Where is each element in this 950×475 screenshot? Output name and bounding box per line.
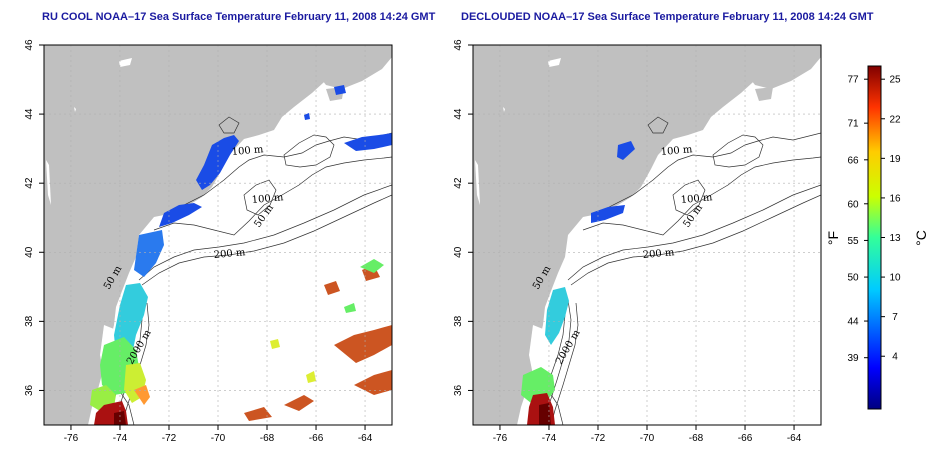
contour-label: 100 m [251,192,284,206]
fahrenheit-tick-label: 50 [847,273,859,284]
celsius-tick-label: 13 [889,233,901,244]
lon-tick-label: -66 [309,433,324,444]
lon-tick-label: -66 [738,433,753,444]
lon-tick-label: -72 [162,433,177,444]
lon-tick-label: -74 [113,433,128,444]
lon-tick-label: -68 [689,433,704,444]
lon-tick-label: -74 [542,433,557,444]
lat-tick-label: 44 [24,108,35,120]
contour-label: 200 m [213,247,246,261]
lat-tick-label: 42 [453,177,464,189]
lat-tick-label: 38 [453,315,464,327]
panel-title-left: RU COOL NOAA–17 Sea Surface Temperature … [42,11,436,23]
lon-tick-label: -64 [787,433,802,444]
celsius-tick-label: 4 [892,352,898,363]
celsius-tick-label: 25 [889,75,901,86]
lon-tick-label: -70 [640,433,655,444]
lon-tick-label: -72 [591,433,606,444]
lat-tick-label: 36 [453,384,464,396]
lat-tick-label: 46 [24,39,35,51]
contour-label: 200 m [642,247,675,261]
contour-label: 100 m [231,144,264,158]
lat-tick-label: 40 [24,246,35,258]
celsius-tick-label: 16 [889,193,901,204]
fahrenheit-tick-label: 44 [847,317,859,328]
lat-tick-label: 40 [453,246,464,258]
lon-tick-label: -64 [358,433,373,444]
fahrenheit-tick-label: 71 [847,119,859,130]
colorbar: 25 22 19 16 13 10 7 4 77 71 66 60 55 50 44 39 °F °C [825,65,929,410]
lat-tick-label: 42 [24,177,35,189]
celsius-tick-label: 10 [889,273,901,284]
celsius-tick-label: 7 [892,312,898,323]
fahrenheit-tick-label: 60 [847,199,859,210]
celsius-tick-label: 19 [889,154,901,165]
celsius-tick-label: 22 [889,114,901,125]
fahrenheit-tick-label: 55 [847,236,859,247]
colorbar-scale [867,65,882,410]
panel-title-right: DECLOUDED NOAA–17 Sea Surface Temperatur… [461,11,874,23]
celsius-unit-label: °C [913,230,929,246]
lon-tick-label: -70 [211,433,226,444]
lon-tick-label: -76 [493,433,508,444]
contour-label: 100 m [680,192,713,206]
fahrenheit-unit-label: °F [825,231,841,245]
fahrenheit-tick-label: 39 [847,353,859,364]
contour-label: 100 m [660,144,693,158]
fahrenheit-tick-label: 77 [847,75,859,86]
lat-tick-label: 36 [24,384,35,396]
lat-tick-label: 38 [24,315,35,327]
lat-tick-label: 44 [453,108,464,120]
fahrenheit-tick-label: 66 [847,155,859,166]
lon-tick-label: -68 [260,433,275,444]
lat-tick-label: 46 [453,39,464,51]
lon-tick-label: -76 [64,433,79,444]
